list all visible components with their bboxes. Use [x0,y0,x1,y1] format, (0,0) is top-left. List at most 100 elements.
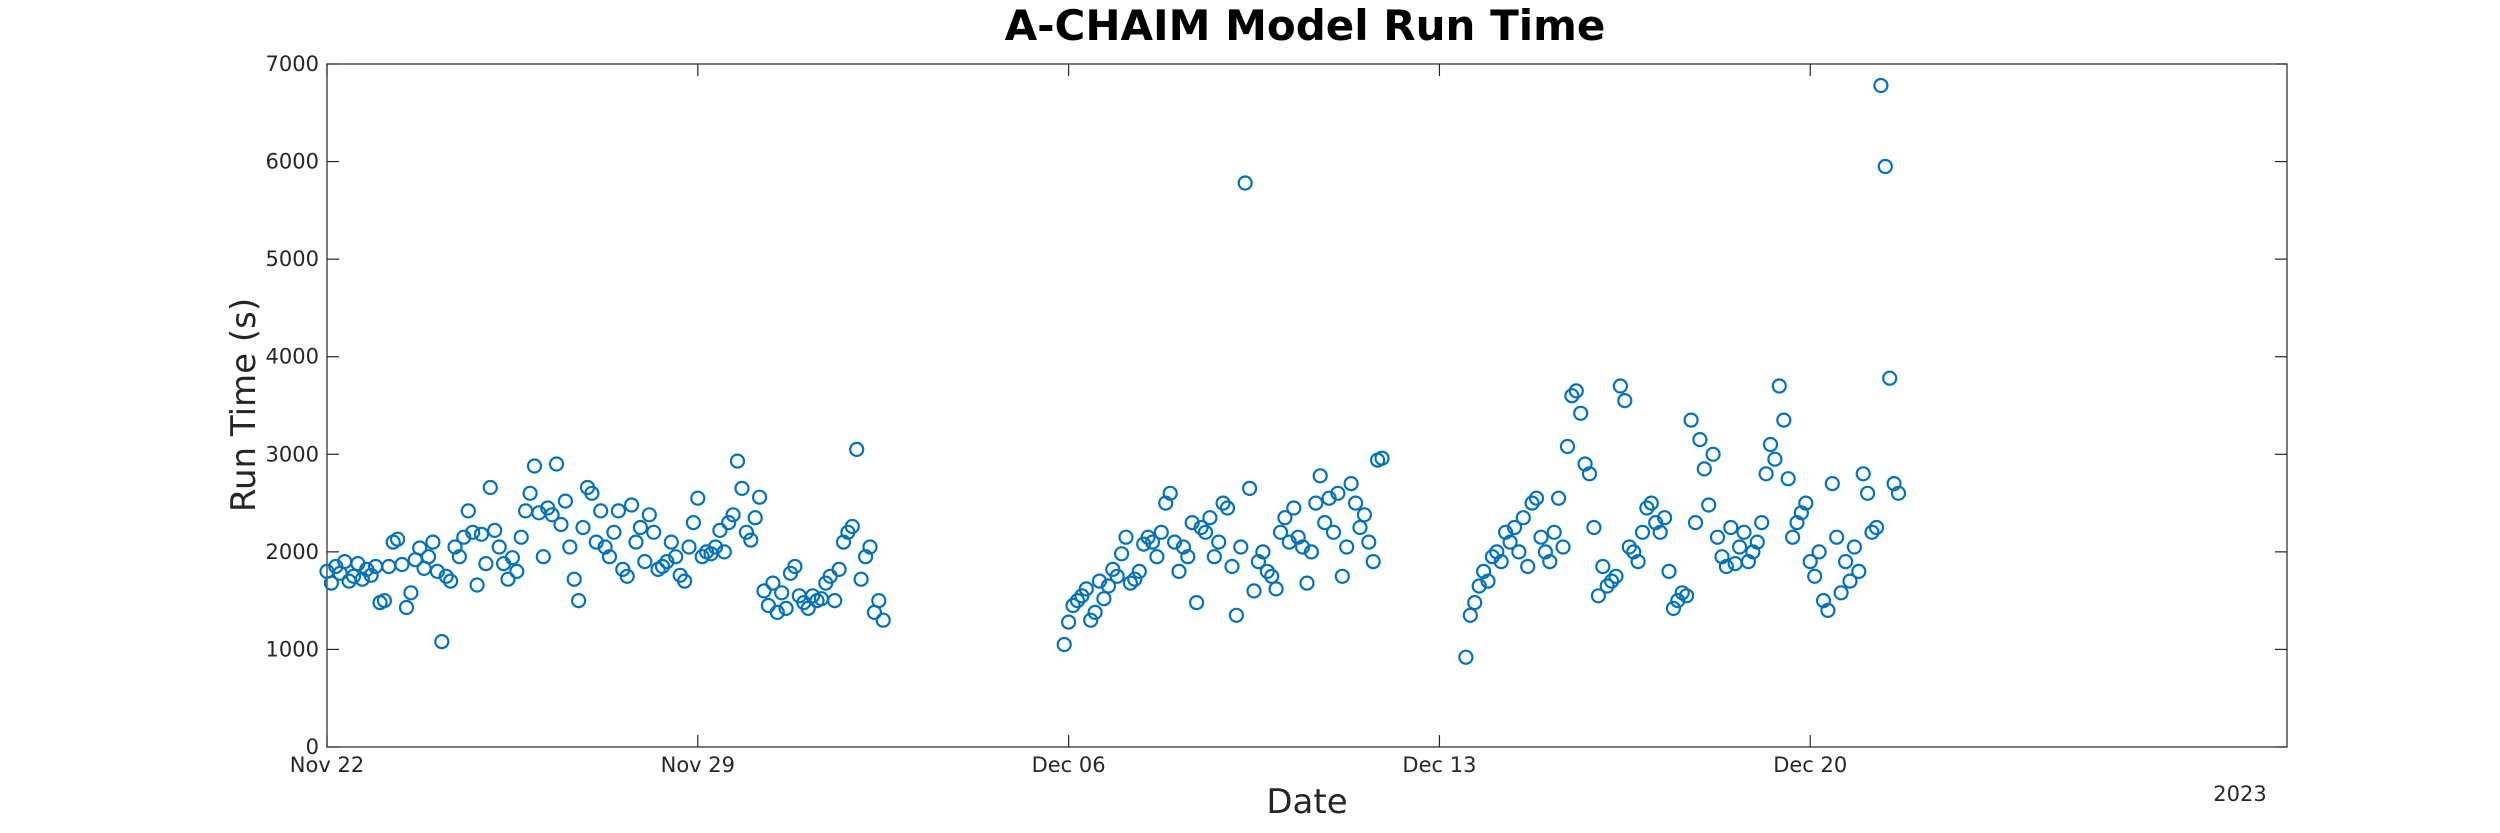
data-point [1550,490,1567,506]
data-point [1705,446,1721,462]
data-point [875,612,891,628]
data-point [804,588,821,604]
data-point [1696,461,1712,477]
data-point [1286,500,1302,516]
data-point [1056,636,1072,653]
data-point [1829,529,1845,545]
data-point [500,571,516,587]
data-point [681,539,697,555]
data-point [1824,476,1840,492]
data-point [756,583,772,599]
data-point [1321,490,1337,506]
y-tick-label: 7000 [266,52,319,76]
data-point [522,485,538,501]
data-point [1374,450,1390,466]
data-point [1546,524,1562,540]
data-point [1109,568,1125,584]
data-point [871,592,887,609]
x-axis: Nov 22 Nov 29 Dec 06 Dec 13 Dec 20 [290,64,1847,777]
data-point [1709,529,1726,545]
data-point [1599,578,1615,594]
data-point [535,549,551,565]
data-point [403,585,419,601]
data-point [469,577,485,593]
y-tick-label: 0 [306,735,319,759]
data-point [690,490,706,506]
data-point [844,518,860,535]
data-point [1215,495,1231,511]
data-point [712,522,728,539]
data-point [1661,563,1677,580]
data-point [1621,539,1637,555]
data-point [774,585,790,601]
x-tick-label: Nov 29 [661,753,735,777]
data-point [1837,553,1854,570]
data-point [1687,514,1704,531]
data-point [443,573,459,589]
data-point [646,524,662,540]
data-point [1096,591,1112,607]
data-point [363,567,379,583]
plot-frame [326,63,2288,748]
data-point [1776,412,1792,428]
data-point [743,532,759,548]
data-point [1811,544,1827,560]
data-point [1480,573,1496,589]
data-point [623,497,640,513]
data-point [1802,553,1818,570]
data-point [1255,544,1271,560]
data-point [465,524,481,540]
data-point [1197,524,1214,540]
data-point [394,556,410,573]
data-point [1113,546,1130,562]
data-point [1559,438,1576,455]
data-point [765,575,781,591]
data-point [1206,549,1222,565]
data-point [517,503,534,519]
data-point [1873,77,1889,94]
data-point [1312,468,1328,484]
data-point [1762,436,1779,453]
data-point [487,522,503,539]
year-label: 2023 [2213,782,2266,806]
data-point [1665,600,1682,617]
data-point [769,604,785,621]
data-point [1299,575,1315,591]
x-axis-label: Date [1266,782,1347,822]
data-point [1122,575,1139,591]
data-point [707,539,724,555]
data-point [606,524,622,540]
y-axis-label: Run Time (s) [224,298,264,512]
y-tick-label: 2000 [266,540,319,564]
data-point [1180,549,1196,565]
data-point [1784,529,1801,545]
data-point [1467,594,1483,611]
data-point [1754,514,1770,531]
data-point [398,599,415,616]
data-point [1771,378,1787,394]
chart-title: A-CHAIM Model Run Time [1005,1,1606,50]
data-point [1652,524,1668,540]
data-point [1692,432,1708,448]
data-point [1603,573,1620,589]
data-point [1166,534,1183,550]
data-point [1564,388,1580,404]
data-point [584,485,600,501]
data-point [491,539,507,555]
data-point [460,503,476,519]
data-point [787,558,803,575]
data-point [751,489,768,505]
data-point [482,479,498,496]
data-point [1877,158,1893,175]
data-point [1241,480,1258,496]
data-point [1586,519,1602,536]
data-point [425,534,441,550]
data-point [685,514,702,531]
data-point [1365,553,1381,570]
data-point [738,524,755,540]
x-tick-label: Dec 13 [1402,753,1476,777]
data-point [544,507,560,523]
data-point [1343,476,1359,492]
x-tick-label: Nov 22 [290,753,364,777]
